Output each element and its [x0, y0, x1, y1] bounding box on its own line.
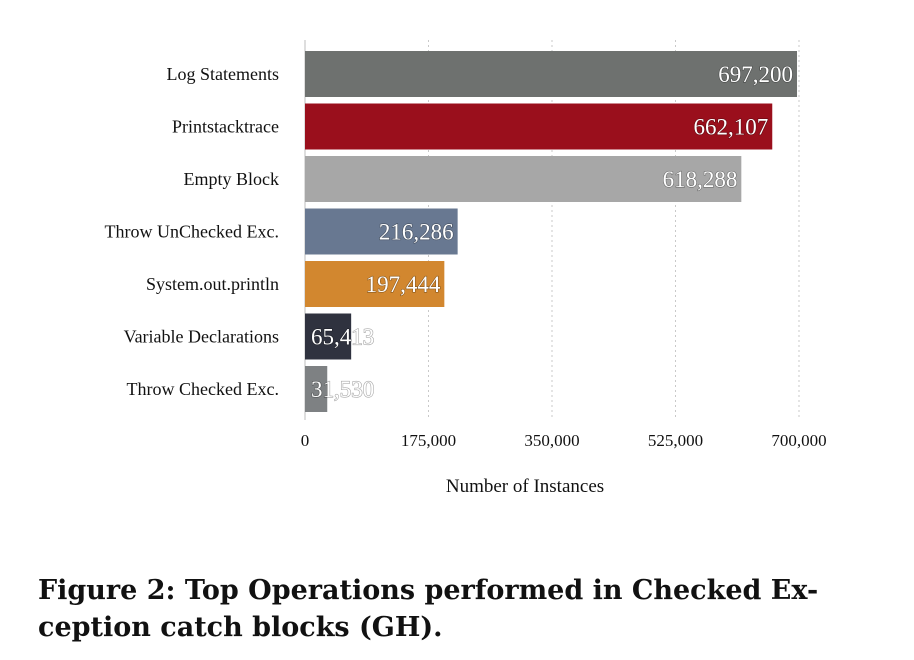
category-label: Variable Declarations [124, 327, 279, 347]
bar-value-label: 697,200 [718, 62, 793, 87]
x-tick-labels: 0 175,000 350,000 525,000 700,000 [301, 431, 827, 450]
bar [305, 313, 352, 360]
x-tick-label: 175,000 [401, 431, 456, 450]
x-tick-label: 0 [301, 431, 310, 450]
caption-line-2: ception catch blocks (GH). [38, 612, 443, 643]
category-label: Empty Block [184, 169, 280, 189]
x-tick-label: 350,000 [524, 431, 579, 450]
bar [305, 208, 458, 255]
bar [305, 261, 445, 307]
bar-chart: 697,200 662,107 618,288 216,286 197,444 65,41… [105, 40, 827, 497]
figure-caption: Figure 2: Top Operations performed in Ch… [38, 572, 888, 646]
bar [305, 156, 742, 202]
bar [305, 103, 773, 150]
category-label: Printstacktrace [172, 117, 279, 137]
category-label: System.out.println [146, 274, 279, 294]
bar-value-label: 216,286 [379, 220, 454, 245]
x-tick-label: 525,000 [648, 431, 703, 450]
bar-value-label: 197,444 [366, 272, 441, 297]
x-axis-title: Number of Instances [446, 476, 604, 497]
bars: 697,200 662,107 618,288 216,286 197,444 65,41… [305, 51, 798, 412]
category-labels: Log Statements Printstacktrace Empty Block… [105, 64, 279, 399]
bar-value-label: 65,413 [311, 325, 374, 350]
bar-value-label: 662,107 [694, 115, 769, 140]
category-label: Throw UnChecked Exc. [105, 222, 279, 242]
bar-value-label: 618,288 [663, 167, 738, 192]
category-label: Log Statements [167, 64, 279, 84]
category-label: Throw Checked Exc. [127, 379, 279, 399]
bar [305, 366, 328, 412]
x-tick-label: 700,000 [771, 431, 826, 450]
caption-line-1: Figure 2: Top Operations performed in Ch… [38, 575, 819, 606]
bar-value-label: 31,530 [311, 377, 374, 402]
bar [305, 51, 798, 97]
